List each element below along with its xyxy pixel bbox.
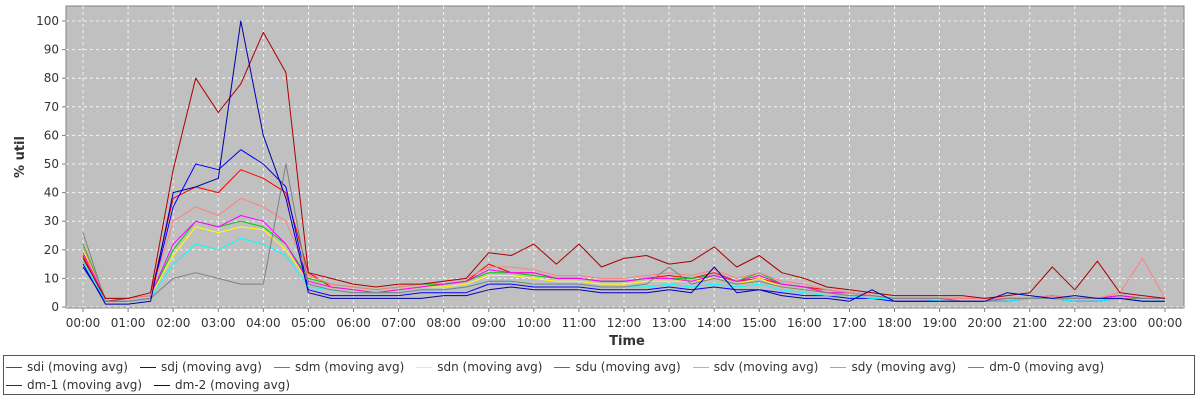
- legend-label: sdu (moving avg): [575, 360, 681, 374]
- series-lines: [82, 20, 1166, 305]
- legend-label: dm-1 (moving avg): [27, 378, 143, 392]
- x-tick-label: 10:00: [517, 316, 552, 330]
- x-axis-title: Time: [609, 334, 645, 349]
- x-tick-label: 14:00: [697, 316, 732, 330]
- legend-swatch: [692, 366, 709, 368]
- legend-label: dm-0 (moving avg): [989, 360, 1105, 374]
- legend-item-sdv: sdv (moving avg): [692, 358, 819, 376]
- legend-item-sdy: sdy (moving avg): [830, 358, 956, 376]
- x-tick-label: 19:00: [922, 316, 957, 330]
- x-tick-label: 12:00: [607, 316, 642, 330]
- x-tick-label: 20:00: [967, 316, 1002, 330]
- legend-swatch: [139, 366, 156, 368]
- x-tick-label: 03:00: [201, 316, 236, 330]
- y-tick-label: 80: [44, 71, 59, 85]
- y-tick-label: 20: [44, 243, 59, 257]
- legend-item-dm-2: dm-2 (moving avg): [154, 376, 290, 394]
- x-tick-label: 07:00: [381, 316, 416, 330]
- y-tick-label: 0: [51, 300, 59, 314]
- x-tick-label: 06:00: [336, 316, 371, 330]
- legend-swatch: [6, 384, 22, 386]
- x-tick-label: 02:00: [156, 316, 191, 330]
- x-tick-label: 11:00: [562, 316, 597, 330]
- x-tick-label: 04:00: [246, 316, 281, 330]
- x-tick-label: 13:00: [652, 316, 687, 330]
- line-chart: 0 10 20 30 40 50 60 70 80 90 100 00:00 01:00 02:00 03…: [13, 5, 1185, 349]
- legend-swatch: [154, 384, 171, 386]
- legend-label: sdj (moving avg): [160, 360, 262, 374]
- legend-item-sdj: sdj (moving avg): [139, 358, 262, 376]
- grid-lines: [66, 6, 1184, 308]
- legend-item-dm-1: dm-1 (moving avg): [6, 376, 142, 394]
- legend-label: sdm (moving avg): [294, 360, 405, 374]
- legend-item-dm-0: dm-0 (moving avg): [968, 358, 1104, 376]
- x-axis: 00:00 01:00 02:00 03:00 04:00 05:00 06:00 07:00…: [66, 308, 1183, 330]
- x-tick-label: 18:00: [877, 316, 912, 330]
- legend-item-sdn: sdn (moving avg): [416, 358, 542, 376]
- series-line-dm-1: [82, 31, 1166, 299]
- x-tick-label: 00:00: [1148, 316, 1183, 330]
- x-tick-label: 22:00: [1058, 316, 1093, 330]
- y-axis: 0 10 20 30 40 50 60 70 80 90 100: [36, 14, 66, 314]
- x-tick-label: 05:00: [291, 316, 326, 330]
- series-line-dm-2: [82, 20, 1165, 305]
- legend-swatch: [554, 366, 571, 368]
- legend-label: sdn (moving avg): [437, 360, 543, 374]
- x-tick-label: 16:00: [787, 316, 822, 330]
- x-tick-label: 08:00: [426, 316, 461, 330]
- x-tick-label: 23:00: [1103, 316, 1138, 330]
- legend-swatch: [416, 366, 433, 368]
- legend-swatch: [273, 366, 290, 368]
- x-tick-label: 17:00: [832, 316, 867, 330]
- y-tick-label: 40: [44, 186, 59, 200]
- legend-label: sdi (moving avg): [27, 360, 128, 374]
- legend-label: sdy (moving avg): [851, 360, 957, 374]
- y-tick-label: 100: [36, 14, 59, 28]
- x-tick-label: 09:00: [471, 316, 506, 330]
- legend-swatch: [6, 366, 22, 368]
- y-tick-label: 90: [44, 43, 59, 57]
- y-tick-label: 70: [44, 100, 59, 114]
- y-tick-label: 60: [44, 128, 59, 142]
- x-tick-label: 01:00: [111, 316, 146, 330]
- legend-swatch: [830, 366, 847, 368]
- legend-label: sdv (moving avg): [713, 360, 819, 374]
- y-axis-title: % util: [13, 136, 28, 178]
- plot-area: [65, 5, 1185, 309]
- y-tick-label: 10: [44, 271, 59, 285]
- legend-item-sdu: sdu (moving avg): [554, 358, 681, 376]
- x-tick-label: 00:00: [66, 316, 101, 330]
- legend-item-sdi: sdi (moving avg): [6, 358, 128, 376]
- y-tick-label: 30: [44, 214, 59, 228]
- y-tick-label: 50: [44, 157, 59, 171]
- legend-label: dm-2 (moving avg): [175, 378, 291, 392]
- legend-item-sdm: sdm (moving avg): [273, 358, 405, 376]
- x-tick-label: 15:00: [742, 316, 777, 330]
- legend-swatch: [968, 366, 985, 368]
- x-tick-label: 21:00: [1012, 316, 1047, 330]
- legend: sdi (moving avg) sdj (moving avg) sdm (mov…: [3, 355, 1195, 395]
